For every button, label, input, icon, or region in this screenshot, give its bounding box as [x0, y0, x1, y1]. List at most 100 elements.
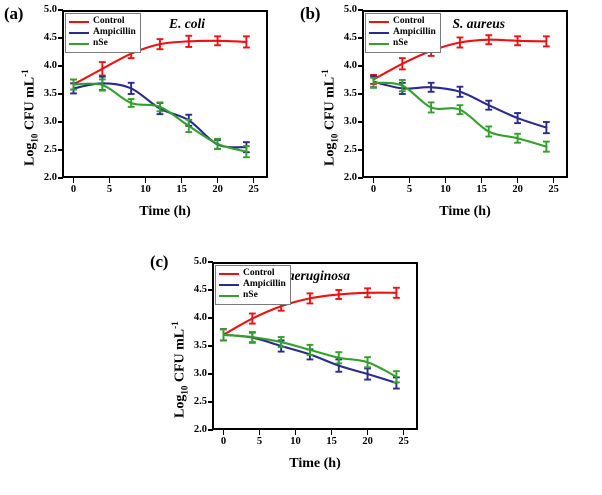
chart-svg-a [70, 34, 250, 159]
legend-item-ampicillin[interactable]: Ampicillin [69, 28, 136, 38]
species-label: S. aureus [452, 16, 505, 31]
x-axis-title: Time (h) [439, 204, 491, 219]
legend-swatch-icon [69, 42, 89, 46]
error-bars-ampicillin [220, 328, 400, 390]
x-tick-mark [258, 430, 261, 435]
y-tick-label: 3.5 [193, 340, 207, 351]
x-tick-mark [330, 430, 333, 435]
panel-a-label: (a) [4, 4, 24, 23]
y-axis-title: Log10 CFU mL-1 [320, 69, 340, 166]
legend-item-control[interactable]: Control [369, 17, 436, 27]
legend-item-ampicillin[interactable]: Ampicillin [369, 28, 436, 38]
y-axis-title: Log10 CFU mL-1 [170, 321, 190, 418]
x-tick-mark [252, 178, 255, 183]
legend-item-nse[interactable]: nSe [369, 39, 436, 49]
y-tick-mark [58, 65, 63, 67]
y-tick-label: 3.0 [343, 116, 357, 127]
y-tick-mark [358, 93, 363, 95]
y-tick-label: 4.5 [343, 32, 357, 43]
legend: Control Ampicillin nSe [215, 265, 291, 305]
y-tick-label: 2.5 [343, 144, 357, 155]
y-tick-mark [358, 65, 363, 67]
legend-item-nse[interactable]: nSe [69, 39, 136, 49]
error-bars-nse [220, 328, 400, 384]
x-tick-mark [294, 430, 297, 435]
legend-swatch-icon [69, 20, 89, 24]
x-tick-mark [180, 178, 183, 183]
species-label: E. coli [169, 16, 205, 31]
x-tick-label: 0 [220, 436, 227, 447]
x-tick-label: 25 [398, 436, 409, 447]
y-axis-title: Log10 CFU mL-1 [20, 69, 40, 166]
x-tick-mark [222, 430, 225, 435]
x-tick-label: 15 [476, 184, 487, 195]
y-tick-mark [358, 37, 363, 39]
y-tick-mark [208, 401, 213, 403]
legend-swatch-icon [369, 20, 389, 24]
y-tick-mark [208, 373, 213, 375]
y-tick-mark [208, 261, 213, 263]
y-tick-label: 4.0 [43, 60, 57, 71]
legend-item-nse[interactable]: nSe [219, 291, 286, 301]
y-tick-label: 5.0 [43, 4, 57, 15]
y-tick-label: 4.5 [193, 284, 207, 295]
legend-swatch-icon [69, 31, 89, 35]
legend-label: Ampicillin [243, 279, 286, 290]
x-tick-label: 15 [176, 184, 187, 195]
error-bars-nse [70, 78, 250, 159]
y-tick-mark [208, 289, 213, 291]
legend-label: Ampicillin [393, 27, 436, 38]
legend-item-ampicillin[interactable]: Ampicillin [219, 280, 286, 290]
y-tick-mark [58, 9, 63, 11]
series-line-nse [72, 82, 248, 153]
y-tick-mark [358, 121, 363, 123]
x-axis-title: Time (h) [289, 456, 341, 471]
x-tick-label: 20 [362, 436, 373, 447]
x-tick-label: 10 [440, 184, 451, 195]
y-tick-mark [208, 317, 213, 319]
y-tick-mark [58, 177, 63, 179]
x-tick-mark [552, 178, 555, 183]
x-tick-mark [72, 178, 75, 183]
x-tick-label: 25 [248, 184, 259, 195]
error-bars-control [70, 34, 250, 91]
y-tick-label: 2.5 [43, 144, 57, 155]
y-tick-label: 4.5 [43, 32, 57, 43]
x-tick-mark [372, 178, 375, 183]
legend-item-control[interactable]: Control [219, 269, 286, 279]
x-tick-label: 10 [140, 184, 151, 195]
legend-swatch-icon [219, 294, 239, 298]
legend-swatch-icon [369, 42, 389, 46]
y-tick-label: 2.0 [43, 172, 57, 183]
x-tick-label: 15 [326, 436, 337, 447]
x-tick-mark [216, 178, 219, 183]
x-tick-label: 20 [512, 184, 523, 195]
y-tick-mark [358, 9, 363, 11]
y-tick-label: 3.5 [43, 88, 57, 99]
legend-swatch-icon [219, 272, 239, 276]
x-tick-mark [444, 178, 447, 183]
legend-item-control[interactable]: Control [69, 17, 136, 27]
x-tick-mark [366, 430, 369, 435]
x-tick-label: 0 [370, 184, 377, 195]
y-tick-label: 4.0 [193, 312, 207, 323]
y-tick-mark [58, 37, 63, 39]
y-tick-label: 3.0 [193, 368, 207, 379]
x-tick-label: 5 [406, 184, 413, 195]
y-tick-label: 5.0 [193, 256, 207, 267]
panel-b: (b) 2.0 2.5 3.0 3.5 4.0 4.5 5.0 0 5 10 15 20 25 Time … [300, 0, 602, 240]
x-tick-mark [108, 178, 111, 183]
panel-c-label: (c) [150, 252, 169, 271]
y-tick-label: 3.0 [43, 116, 57, 127]
panel-a: (a) 2.0 2.5 3.0 3.5 4.0 4.5 5.0 0 5 10 15 20 25 Time … [0, 0, 300, 240]
x-tick-label: 5 [256, 436, 263, 447]
legend-swatch-icon [369, 31, 389, 35]
x-tick-label: 10 [290, 436, 301, 447]
x-tick-label: 5 [106, 184, 113, 195]
legend-label: Ampicillin [93, 27, 136, 38]
chart-svg-c [220, 286, 400, 390]
y-tick-mark [58, 121, 63, 123]
x-tick-label: 25 [548, 184, 559, 195]
y-tick-mark [208, 429, 213, 431]
y-tick-label: 3.5 [343, 88, 357, 99]
